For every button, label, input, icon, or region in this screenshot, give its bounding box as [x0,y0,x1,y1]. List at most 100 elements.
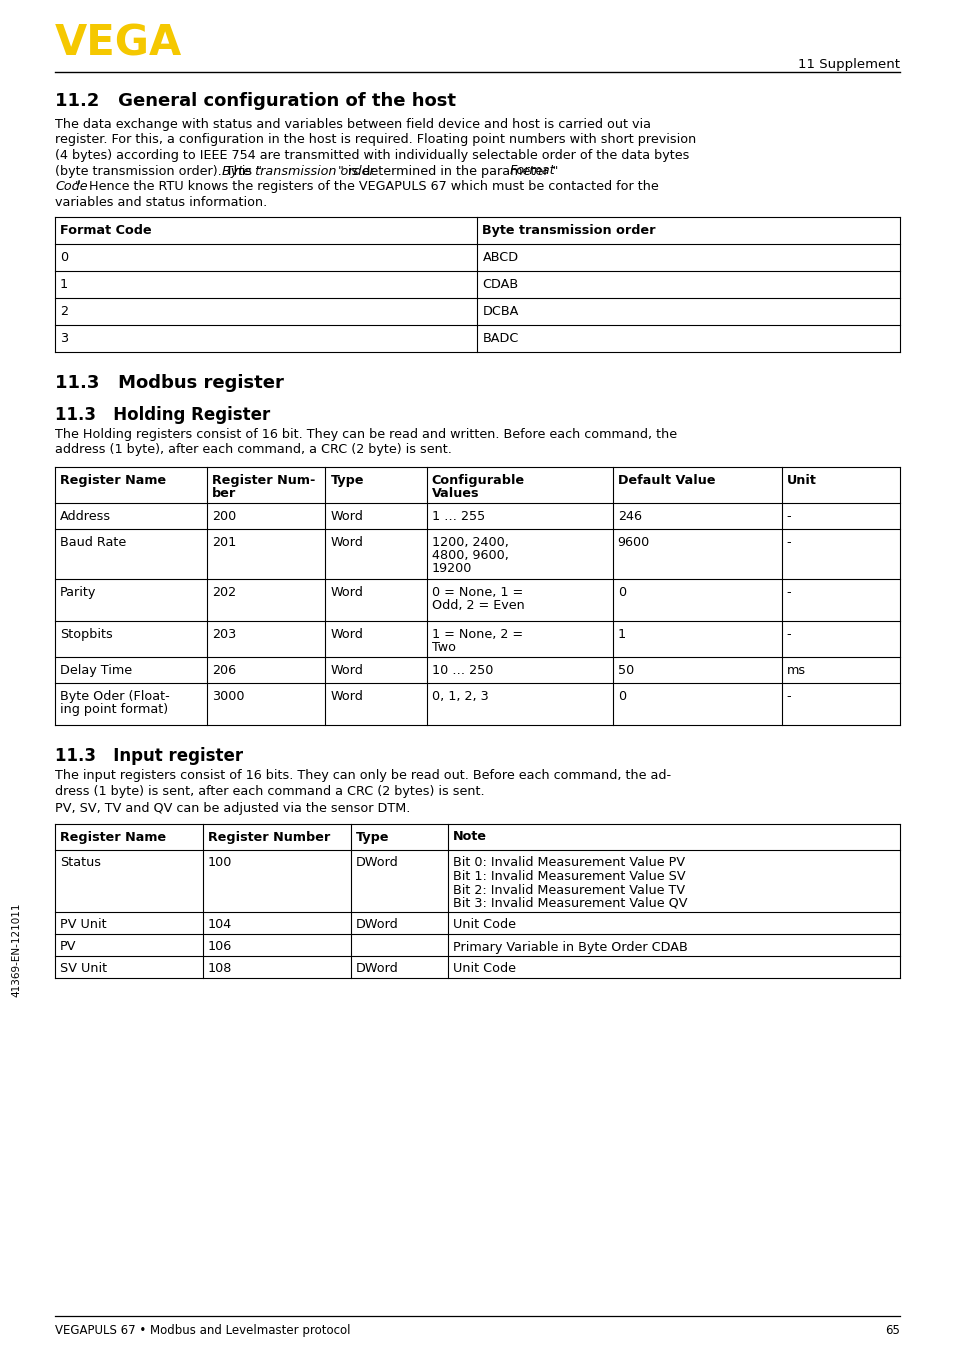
Text: 1200, 2400,: 1200, 2400, [432,536,508,548]
Text: (4 bytes) according to IEEE 754 are transmitted with individually selectable ord: (4 bytes) according to IEEE 754 are tran… [55,149,689,162]
Text: Parity: Parity [60,586,96,598]
Text: DWord: DWord [355,918,398,932]
Text: 0 = None, 1 =: 0 = None, 1 = [432,586,522,598]
Text: 3000: 3000 [212,691,244,703]
Text: Code: Code [55,180,88,194]
Text: register. For this, a configuration in the host is required. Floating point numb: register. For this, a configuration in t… [55,134,696,146]
Text: 65: 65 [884,1324,899,1336]
Text: 11.3   Modbus register: 11.3 Modbus register [55,374,284,393]
Text: Bit 2: Invalid Measurement Value TV: Bit 2: Invalid Measurement Value TV [453,884,684,896]
Text: 1: 1 [617,628,625,640]
Text: ABCD: ABCD [482,250,518,264]
Text: Register Num-: Register Num- [212,474,315,487]
Text: 41369-EN-121011: 41369-EN-121011 [11,903,21,998]
Text: ms: ms [786,663,805,677]
Text: 1 … 255: 1 … 255 [432,510,484,523]
Text: Word: Word [330,536,363,548]
Text: 106: 106 [208,941,232,953]
Text: variables and status information.: variables and status information. [55,195,267,209]
Text: Byte transmission order: Byte transmission order [221,164,374,177]
Text: 203: 203 [212,628,236,640]
Text: -: - [786,510,790,523]
Text: 1 = None, 2 =: 1 = None, 2 = [432,628,522,640]
Text: 0, 1, 2, 3: 0, 1, 2, 3 [432,691,488,703]
Text: 108: 108 [208,963,232,975]
Text: 10 … 250: 10 … 250 [432,663,493,677]
Text: Word: Word [330,663,363,677]
Text: 3: 3 [60,332,68,345]
Text: Unit Code: Unit Code [453,918,516,932]
Text: The data exchange with status and variables between field device and host is car: The data exchange with status and variab… [55,118,650,131]
Text: Word: Word [330,628,363,640]
Text: Register Name: Register Name [60,830,166,844]
Text: -: - [786,586,790,598]
Text: Values: Values [432,487,478,500]
Text: Word: Word [330,691,363,703]
Text: 11.3   Input register: 11.3 Input register [55,747,243,765]
Text: Unit Code: Unit Code [453,963,516,975]
Text: ing point format): ing point format) [60,703,168,716]
Text: CDAB: CDAB [482,278,518,291]
Text: Bit 1: Invalid Measurement Value SV: Bit 1: Invalid Measurement Value SV [453,871,685,883]
Text: DWord: DWord [355,963,398,975]
Text: 202: 202 [212,586,236,598]
Text: 206: 206 [212,663,236,677]
Text: 9600: 9600 [617,536,649,548]
Text: 11.3   Holding Register: 11.3 Holding Register [55,406,270,424]
Text: Status: Status [60,857,101,869]
Text: Two: Two [432,640,456,654]
Text: 50: 50 [617,663,634,677]
Text: 246: 246 [617,510,641,523]
Text: ". Hence the RTU knows the registers of the VEGAPULS 67 which must be contacted : ". Hence the RTU knows the registers of … [75,180,659,194]
Text: Register Number: Register Number [208,830,330,844]
Text: Word: Word [330,510,363,523]
Text: Format Code: Format Code [60,223,152,237]
Text: Stopbits: Stopbits [60,628,112,640]
Text: DWord: DWord [355,857,398,869]
Text: 0: 0 [60,250,68,264]
Text: (byte transmission order). This ": (byte transmission order). This " [55,164,262,177]
Text: Bit 0: Invalid Measurement Value PV: Bit 0: Invalid Measurement Value PV [453,857,684,869]
Text: The input registers consist of 16 bits. They can only be read out. Before each c: The input registers consist of 16 bits. … [55,769,670,783]
Text: Delay Time: Delay Time [60,663,132,677]
Text: 0: 0 [617,691,625,703]
Text: 200: 200 [212,510,236,523]
Text: 11 Supplement: 11 Supplement [797,58,899,70]
Text: 104: 104 [208,918,232,932]
Text: ber: ber [212,487,236,500]
Text: BADC: BADC [482,332,518,345]
Text: Type: Type [330,474,363,487]
Text: 4800, 9600,: 4800, 9600, [432,548,508,562]
Text: 19200: 19200 [432,562,472,575]
Text: -: - [786,691,790,703]
Text: dress (1 byte) is sent, after each command a CRC (2 bytes) is sent.: dress (1 byte) is sent, after each comma… [55,784,484,798]
Text: 1: 1 [60,278,68,291]
Text: PV: PV [60,941,76,953]
Text: Type: Type [355,830,389,844]
Text: 100: 100 [208,857,232,869]
Text: 0: 0 [617,586,625,598]
Text: Note: Note [453,830,486,844]
Text: VEGAPULS 67 • Modbus and Levelmaster protocol: VEGAPULS 67 • Modbus and Levelmaster pro… [55,1324,350,1336]
Text: VEGA: VEGA [55,22,182,64]
Text: Default Value: Default Value [617,474,715,487]
Text: 2: 2 [60,305,68,318]
Text: Format: Format [509,164,555,177]
Text: Address: Address [60,510,111,523]
Text: Configurable: Configurable [432,474,524,487]
Text: PV, SV, TV and QV can be adjusted via the sensor DTM.: PV, SV, TV and QV can be adjusted via th… [55,802,410,815]
Text: -: - [786,536,790,548]
Text: address (1 byte), after each command, a CRC (2 byte) is sent.: address (1 byte), after each command, a … [55,444,452,456]
Text: DCBA: DCBA [482,305,518,318]
Text: PV Unit: PV Unit [60,918,107,932]
Text: " is determined in the parameter ": " is determined in the parameter " [337,164,558,177]
Text: Byte transmission order: Byte transmission order [482,223,656,237]
Text: Baud Rate: Baud Rate [60,536,126,548]
Text: 201: 201 [212,536,236,548]
Text: Register Name: Register Name [60,474,166,487]
Text: -: - [786,628,790,640]
Text: Odd, 2 = Even: Odd, 2 = Even [432,598,524,612]
Text: Bit 3: Invalid Measurement Value QV: Bit 3: Invalid Measurement Value QV [453,896,687,910]
Text: Unit: Unit [786,474,816,487]
Text: Word: Word [330,586,363,598]
